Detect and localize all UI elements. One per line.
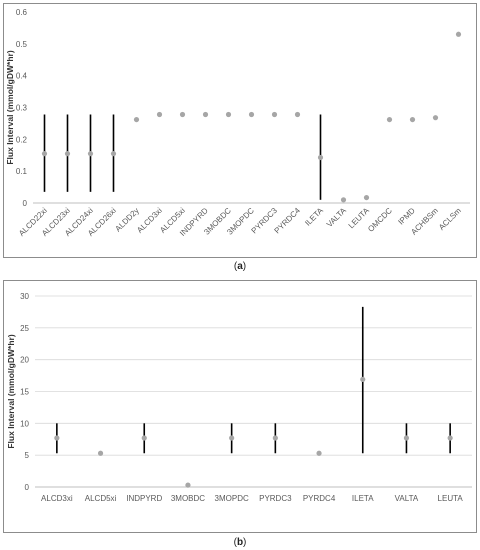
y-tick-label: 0.3 <box>16 104 28 113</box>
flux-point <box>272 435 278 441</box>
x-tick-label: PYRDC4 <box>303 494 336 503</box>
flux-point <box>316 450 322 456</box>
x-tick-label: 3MOPDC <box>215 494 249 503</box>
flux-point <box>294 111 301 118</box>
x-tick-label: ILETA <box>303 206 325 228</box>
flux-point <box>403 435 410 441</box>
y-tick-label: 0 <box>25 483 30 492</box>
x-tick-label: PYRDC3 <box>259 494 292 503</box>
x-tick-label: INDPYRD <box>126 494 162 503</box>
flux-point <box>455 31 462 37</box>
flux-point <box>363 194 370 201</box>
y-tick-label: 0 <box>23 199 28 208</box>
x-tick-label: ILETA <box>352 494 374 503</box>
flux-point <box>156 111 163 118</box>
x-tick-label: ACLSm <box>437 206 463 232</box>
caption-a-letter: a <box>237 261 243 272</box>
y-tick-label: 0.2 <box>16 135 28 144</box>
chart-panel-a: Flux Interval (mmol/gDW*hr) 0 0.1 0.2 0.3 0.4… <box>3 3 477 272</box>
y-tick-label: 0.5 <box>16 40 28 49</box>
flux-point <box>386 116 393 123</box>
flux-point <box>271 111 278 118</box>
caption-b: (b) <box>233 537 247 548</box>
y-tick-label: 5 <box>25 451 30 460</box>
caption-b-letter: b <box>236 537 244 548</box>
flux-point <box>41 151 48 157</box>
x-tick-label: VALTA <box>325 206 348 229</box>
caption-a: (a) <box>233 261 247 272</box>
y-axis-title: Flux Interval (mmol/gDW*hr) <box>5 50 15 164</box>
x-tick-label: LEUTA <box>438 494 464 503</box>
y-tick-label: 10 <box>20 419 29 428</box>
flux-point <box>432 115 439 121</box>
y-tick-label: 0.4 <box>16 72 28 81</box>
flux-point <box>97 450 104 456</box>
flux-point <box>87 151 94 157</box>
chart-frame-b <box>3 280 477 533</box>
flux-chart-a: Flux Interval (mmol/gDW*hr) 0 0.1 0.2 0.3 0.4… <box>5 8 470 238</box>
flux-chart-b: Flux Interval (mmol/gDW*hr) 0 5 10 15 20 25 30 A… <box>6 292 472 503</box>
flux-point <box>133 116 140 123</box>
flux-point <box>110 151 117 157</box>
x-tick-label: ALCD5xi <box>85 494 117 503</box>
flux-point <box>409 116 416 123</box>
y-tick-label: 15 <box>20 388 29 397</box>
flux-point <box>225 111 232 118</box>
chart-panel-b: Flux Interval (mmol/gDW*hr) 0 5 10 15 20 25 30 A… <box>0 277 480 550</box>
x-tick-label: PYRDC4 <box>273 206 303 236</box>
x-tick-label: OMCDC <box>366 206 394 234</box>
x-tick-label: VALTA <box>395 494 419 503</box>
flux-point <box>141 435 147 441</box>
flux-point <box>179 111 186 118</box>
flux-point <box>340 197 347 203</box>
flux-point <box>447 435 453 441</box>
chart-frame-a <box>3 3 477 258</box>
x-tick-label: ALCD3xi <box>41 494 73 503</box>
flux-point <box>64 151 71 157</box>
x-tick-label: 3MOBDC <box>171 494 205 503</box>
y-tick-label: 30 <box>20 292 29 301</box>
flux-point <box>248 111 255 118</box>
flux-point <box>185 482 191 488</box>
y-tick-label: 0.1 <box>16 167 28 176</box>
y-tick-label: 25 <box>20 324 29 333</box>
flux-point <box>317 154 324 161</box>
flux-point <box>202 111 209 118</box>
y-axis-title: Flux Interval (mmol/gDW*hr) <box>6 334 16 448</box>
flux-point <box>360 376 366 383</box>
x-tick-label: IPMD <box>396 206 417 227</box>
flux-point <box>54 435 60 441</box>
flux-point <box>229 435 235 441</box>
y-tick-label: 0.6 <box>16 8 28 17</box>
y-tick-label: 20 <box>20 356 29 365</box>
